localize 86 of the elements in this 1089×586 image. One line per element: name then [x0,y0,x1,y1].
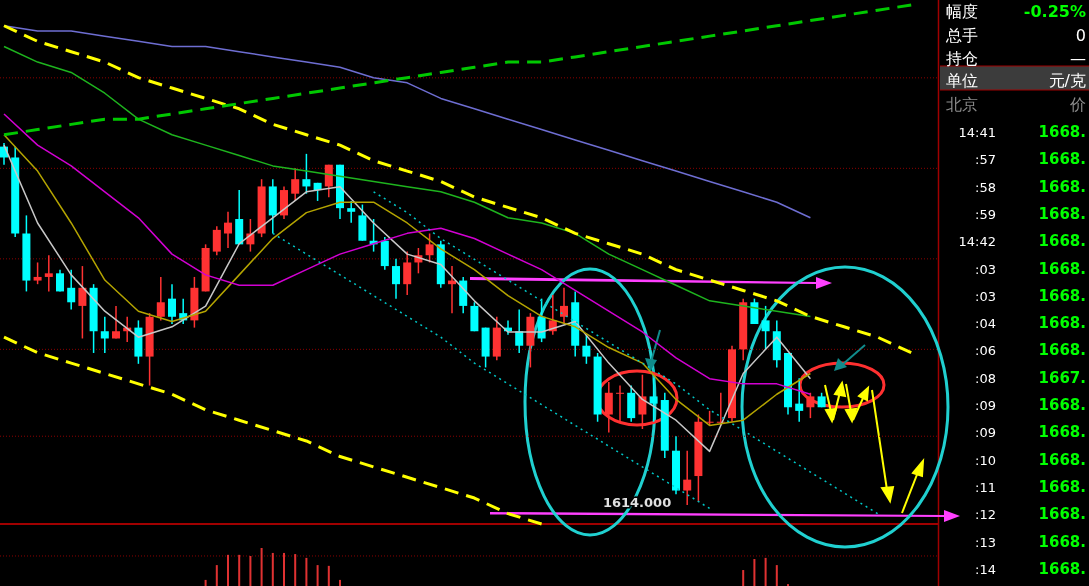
candlestick [302,153,311,195]
candlestick [156,276,165,322]
category-label: :04 [975,316,996,332]
bar [204,579,207,586]
bar [305,557,308,586]
text: 1668. [1038,477,1086,496]
category-label: 幅度 [946,2,978,21]
bar [753,559,756,586]
category-label: :11 [975,479,996,495]
candlestick [560,287,568,325]
category-label: :59 [975,206,996,222]
bar [283,552,285,586]
candlestick [616,384,624,423]
candlestick [224,211,232,249]
text: 1668. [1038,232,1086,251]
candlestick [604,381,613,434]
text: 1668. [1038,450,1086,469]
category-label: 14:42 [958,234,996,250]
bar [742,570,745,586]
candlestick [403,250,412,296]
text: 1668. [1038,259,1086,278]
text: 1668. [1038,505,1086,524]
category-label: 北京 [946,95,978,114]
category-label: :13 [975,534,996,550]
text: 1668. [1038,286,1086,305]
category-label: :09 [975,425,996,441]
text: 价 [1070,95,1086,114]
category-label: :06 [975,343,996,359]
bar [227,554,229,586]
category-label: :58 [975,179,996,195]
candlestick [649,377,658,423]
candlestick [67,268,76,311]
text: 1668. [1038,150,1086,169]
bar [775,565,778,586]
bar [294,554,297,586]
text: 1668. [1038,204,1086,223]
text: 1667. [1038,368,1086,387]
category-label: :03 [975,261,996,277]
bar [260,548,263,586]
candlestick [112,305,120,340]
category-label: :09 [975,398,996,413]
candlestick [683,449,692,506]
category-label: :12 [975,507,996,523]
candlestick [291,167,300,202]
text: 0 [1075,26,1086,45]
text: 1668. [1038,123,1086,141]
category-label: :57 [975,152,996,168]
text: 1668. [1038,177,1086,196]
category-label: :08 [975,370,996,386]
text: 1668. [1038,396,1086,414]
bar [271,552,274,586]
text: 1668. [1038,314,1086,333]
candlestick [582,334,591,365]
category-label: :14 [975,561,996,577]
category-label: 总手 [945,26,978,45]
candlestick [100,316,109,354]
candlestick [761,305,770,351]
candlestick [33,261,42,285]
candlestick [168,283,176,325]
text: — [1070,49,1086,68]
candlestick [392,258,400,300]
candlestick [795,377,804,423]
candlestick [806,392,815,419]
category-label: :10 [975,452,996,468]
category-label: 持仓 [946,49,978,68]
candlestick [515,308,524,354]
candlestick [638,373,647,430]
bar [327,565,330,586]
text: 1668. [1038,559,1086,578]
category-label: 14:41 [958,125,996,140]
category-label: 单位 [946,71,978,90]
candlestick [78,265,87,340]
bar [215,565,218,586]
text: 1668. [1038,423,1086,442]
candlestick [212,225,221,256]
text: 1668. [1038,532,1086,551]
category-label: :03 [975,288,996,304]
bar [249,555,252,586]
bar [238,554,241,586]
text: -0.25% [1023,2,1086,21]
bar [339,579,341,586]
candlestick [44,254,53,293]
text: 1668. [1038,341,1086,360]
bar [316,565,319,586]
bar [764,557,767,586]
text: 元/克 [1048,71,1086,90]
